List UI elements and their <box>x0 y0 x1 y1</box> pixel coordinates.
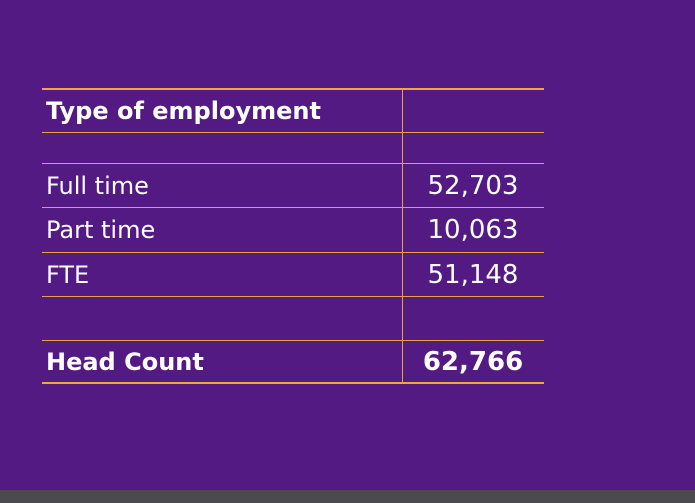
row-value: 52,703 <box>427 171 519 201</box>
total-value: 62,766 <box>422 347 524 377</box>
row-value: 51,148 <box>427 260 519 290</box>
row-label: Full time <box>46 172 149 200</box>
rule <box>42 163 544 164</box>
rule <box>42 382 544 384</box>
rule <box>42 88 544 90</box>
rule <box>42 340 544 341</box>
header-cell: Type of employment <box>46 97 321 125</box>
column-divider <box>402 89 403 383</box>
total-label: Head Count <box>46 348 204 376</box>
row-value: 10,063 <box>427 215 519 245</box>
row-label: FTE <box>46 261 90 289</box>
rule <box>42 207 544 208</box>
rule <box>42 132 544 133</box>
rule <box>42 252 544 253</box>
rule <box>42 296 544 297</box>
row-label: Part time <box>46 216 156 244</box>
bottom-bar <box>0 490 695 503</box>
